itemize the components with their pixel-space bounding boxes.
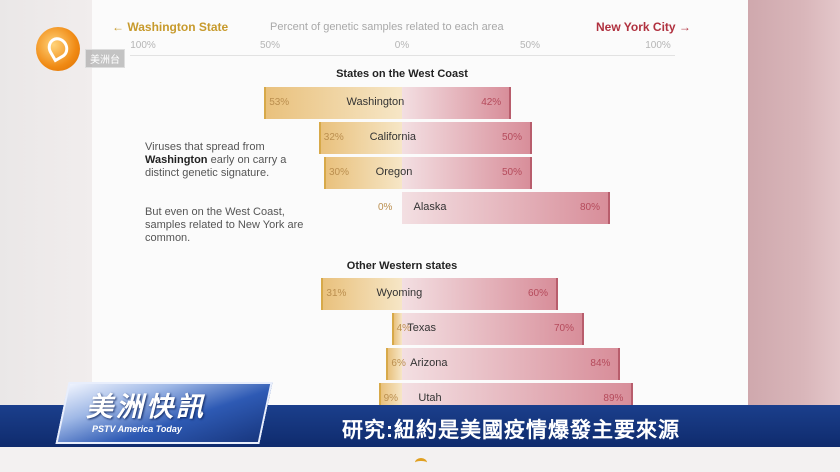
bar-washington (321, 278, 402, 310)
annotation-paragraph-2: But even on the West Coast, samples rela… (145, 206, 304, 244)
legend-new-york: New York City → (596, 20, 691, 34)
state-label: Utah (418, 392, 442, 404)
bottom-arc-icon (415, 458, 427, 467)
annotation-text: Viruses that spread from (145, 141, 265, 153)
value-label-washington: 6% (391, 358, 406, 369)
bar-new-york (402, 157, 532, 189)
value-label-washington: 9% (383, 393, 399, 404)
axis-tick-label: 50% (259, 40, 281, 51)
background-right (748, 0, 840, 472)
value-label-washington: 31% (326, 288, 347, 299)
value-label-washington: 32% (323, 132, 344, 143)
state-label: Washington (346, 96, 405, 108)
value-label-new-york: 42% (481, 97, 502, 108)
value-label-new-york: 60% (528, 288, 549, 299)
bar-washington (324, 157, 402, 189)
state-label: Texas (407, 322, 436, 334)
value-label-new-york: 70% (554, 323, 575, 334)
value-label-washington: 4% (396, 323, 412, 334)
state-label: Oregon (375, 166, 413, 178)
value-label-washington: 0% (378, 202, 393, 213)
state-label: California (369, 131, 417, 143)
annotation-bold: Washington (145, 154, 208, 166)
bar-new-york (402, 122, 532, 154)
annotation-paragraph-1: Viruses that spread from Washington earl… (145, 141, 315, 180)
axis-tick-label: 100% (645, 40, 671, 51)
axis-tick-label: 0% (394, 40, 410, 51)
value-label-new-york: 50% (502, 132, 523, 143)
annotation-text: early on carry a distinct genetic signat… (145, 154, 287, 179)
value-label-new-york: 84% (590, 358, 611, 369)
value-label-washington: 53% (269, 97, 290, 108)
state-label: Wyoming (376, 287, 423, 299)
bar-new-york (402, 348, 621, 380)
bar-new-york (402, 87, 512, 119)
bar-washington (386, 348, 402, 380)
group-title: States on the West Coast (336, 68, 468, 80)
group-title: Other Western states (346, 260, 458, 272)
axis-tick-label: 100% (130, 40, 156, 51)
news-headline: 研究:紐約是美國疫情爆發主要來源 (342, 419, 680, 442)
channel-logo-icon (36, 27, 80, 71)
bar-new-york (402, 192, 610, 224)
bar-washington (391, 313, 402, 345)
value-label-new-york: 80% (580, 202, 601, 213)
value-label-new-york: 50% (502, 167, 523, 178)
state-label: Alaska (413, 201, 447, 213)
value-label-washington: 30% (329, 167, 350, 178)
value-label-new-york: 89% (603, 393, 624, 404)
program-brand-subtitle: PSTV America Today (92, 424, 182, 434)
bar-new-york (402, 313, 584, 345)
bar-washington (318, 122, 402, 154)
bar-new-york (402, 278, 558, 310)
state-label: Arizona (410, 357, 448, 369)
axis-line (130, 55, 675, 56)
program-brand-title: 美洲快訊 (86, 392, 206, 422)
axis-tick-label: 50% (519, 40, 541, 51)
channel-logo-text: 美洲台 (85, 49, 125, 68)
legend-washington: ← Washington State (112, 20, 229, 34)
bar-washington (264, 87, 402, 119)
axis-caption: Percent of genetic samples related to ea… (270, 21, 504, 33)
